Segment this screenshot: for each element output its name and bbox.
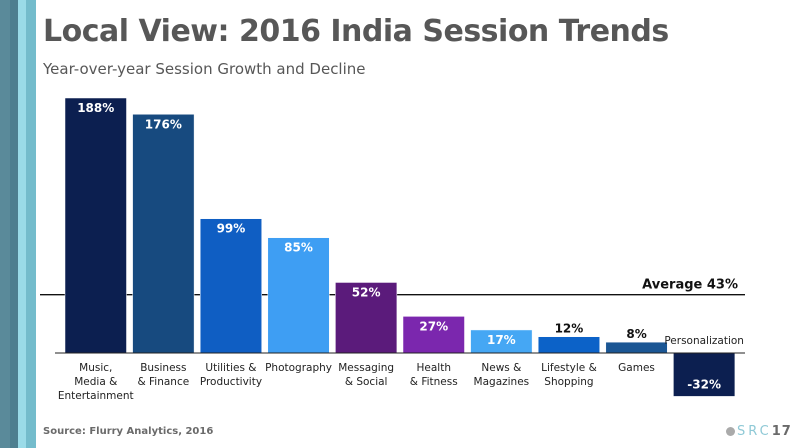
data-label: 8% [626,327,646,341]
source-note: Source: Flurry Analytics, 2016 [43,426,214,437]
category-label: Business [140,362,186,374]
bar [605,341,668,354]
bar [199,218,262,354]
bar [132,114,195,354]
category-label: Music, [79,362,112,374]
data-label: 99% [217,222,246,236]
decor-stripe [26,0,36,448]
data-label: 52% [352,285,381,299]
category-label: & Finance [137,376,189,388]
data-label: 27% [419,319,448,333]
decor-stripe [10,0,18,448]
category-label: Media & [74,376,117,388]
average-label: Average 43% [642,278,738,293]
category-label: Games [618,362,655,374]
data-label: -32% [687,377,721,391]
category-label: & Fitness [410,376,458,388]
logo-dot-icon [726,427,735,436]
category-label: News & [481,362,521,374]
category-label: Magazines [474,376,530,388]
category-label: Personalization [664,335,744,347]
data-label: 17% [487,333,516,347]
data-label: 85% [284,241,313,255]
page-title: Local View: 2016 India Session Trends [43,14,669,49]
data-label: 188% [77,101,114,115]
category-label: Photography [265,362,332,374]
category-label: Lifestyle & [541,362,597,374]
category-label: & Social [345,376,388,388]
decor-stripe [18,0,26,448]
category-label: Productivity [200,376,262,388]
decor-stripe [0,0,10,448]
bar [673,352,736,397]
category-label: Shopping [544,376,593,388]
data-label: 176% [145,117,182,131]
category-label: Messaging [338,362,394,374]
bar [267,237,330,354]
category-label: Entertainment [58,390,134,402]
logo-number: 17 [771,424,792,439]
category-label: Health [417,362,451,374]
bar [402,316,465,354]
bar [537,336,600,354]
page-subtitle: Year-over-year Session Growth and Declin… [43,60,366,78]
logo-text: SRC [737,424,772,439]
data-label: 12% [555,322,584,336]
category-label: Utilities & [205,362,256,374]
bar [64,97,127,354]
src17-logo: SRC17 [726,424,792,439]
